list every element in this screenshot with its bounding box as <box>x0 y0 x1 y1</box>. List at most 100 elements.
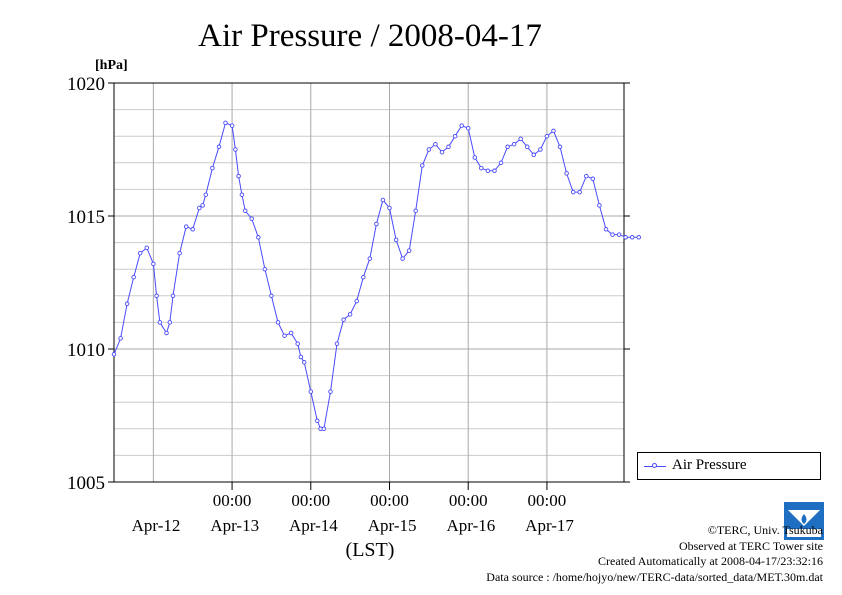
data-point <box>393 237 399 243</box>
data-point <box>167 320 173 325</box>
data-point <box>154 293 159 299</box>
legend: Air Pressure <box>637 452 821 480</box>
data-point <box>524 144 530 150</box>
data-point <box>223 120 228 126</box>
data-point <box>183 224 189 229</box>
data-point <box>321 426 327 432</box>
y-tick-label: 1015 <box>67 207 105 228</box>
data-point <box>479 165 484 171</box>
date-label: Apr-12 <box>132 516 181 535</box>
data-point <box>564 171 569 176</box>
data-point <box>511 141 517 147</box>
data-point <box>236 173 241 179</box>
data-point <box>400 256 405 261</box>
data-point <box>229 123 235 128</box>
data-point <box>518 136 523 142</box>
data-point <box>452 133 458 139</box>
data-point <box>137 250 143 256</box>
observed-text: Observed at TERC Tower site <box>678 538 823 553</box>
x-tick-label: 00:00 <box>528 491 567 510</box>
data-point <box>341 317 346 322</box>
data-point <box>492 168 497 174</box>
data-point <box>551 128 556 134</box>
data-point <box>164 330 169 336</box>
data-point <box>328 389 333 394</box>
data-point <box>131 274 136 280</box>
data-point <box>577 189 582 195</box>
data-point <box>190 227 195 232</box>
data-point <box>308 389 314 394</box>
data-point <box>361 274 366 280</box>
data-point <box>603 227 609 232</box>
data-point <box>144 245 150 251</box>
data-point <box>374 221 379 227</box>
data-point <box>118 336 123 341</box>
data-point <box>629 235 635 240</box>
copyright-text: ©TERC, Univ. Tsukuba <box>707 523 823 537</box>
data-point <box>498 160 504 166</box>
created-text: Created Automatically at 2008-04-17/23:3… <box>598 554 823 568</box>
data-point <box>242 208 248 213</box>
series-line <box>113 122 639 430</box>
date-label: Apr-14 <box>289 516 338 535</box>
data-point <box>597 203 602 208</box>
x-tick-label: 00:00 <box>370 491 409 510</box>
data-point <box>610 232 615 237</box>
data-point <box>197 205 202 211</box>
data-point <box>557 144 563 150</box>
x-tick-label: 00:00 <box>291 491 330 510</box>
data-point <box>170 293 176 299</box>
data-point <box>538 147 543 152</box>
data-point <box>636 235 642 240</box>
chart-title: Air Pressure / 2008-04-17 <box>198 18 542 54</box>
y-axis: 1005 1010 1015 1020 <box>67 74 630 494</box>
data-point <box>570 189 576 195</box>
legend-label: Air Pressure <box>672 457 747 473</box>
data-point <box>505 144 510 150</box>
data-point <box>334 341 340 346</box>
data-point <box>275 320 281 325</box>
data-point <box>439 149 445 155</box>
data-point <box>531 152 537 158</box>
x-axis-label: (LST) <box>346 539 395 561</box>
data-point <box>239 192 245 197</box>
data-point <box>413 208 418 213</box>
data-point <box>426 147 432 152</box>
data-point <box>124 301 130 307</box>
data-point <box>485 168 491 174</box>
data-point <box>262 266 268 272</box>
data-point <box>433 141 438 147</box>
data-point <box>380 197 386 203</box>
date-label: Apr-17 <box>525 516 574 535</box>
data-point <box>465 125 471 131</box>
data-point <box>200 203 205 208</box>
data-point <box>584 173 589 179</box>
plot-frame <box>113 82 625 483</box>
data-point <box>210 165 215 171</box>
data-point <box>420 163 425 168</box>
date-label: Apr-13 <box>210 516 259 535</box>
data-point <box>446 144 451 150</box>
data-point <box>298 354 304 360</box>
grid <box>114 83 624 482</box>
data-point <box>282 333 287 338</box>
date-label: Apr-15 <box>368 516 417 535</box>
data-point <box>544 133 550 139</box>
data-point <box>203 192 209 197</box>
data-point <box>216 144 222 150</box>
y-tick-label: 1020 <box>67 74 105 95</box>
x-tick-label: 00:00 <box>449 491 488 510</box>
terc-logo <box>784 502 824 540</box>
data-point <box>354 298 359 304</box>
data-point <box>406 248 412 253</box>
data-point <box>233 147 238 152</box>
legend-line-marker <box>644 463 666 468</box>
data-point <box>367 256 373 261</box>
data-point <box>111 352 117 357</box>
data-point <box>256 235 261 240</box>
y-tick-label: 1010 <box>67 340 105 361</box>
data-point <box>301 360 307 365</box>
data-point <box>295 341 300 346</box>
data-point <box>157 320 163 325</box>
